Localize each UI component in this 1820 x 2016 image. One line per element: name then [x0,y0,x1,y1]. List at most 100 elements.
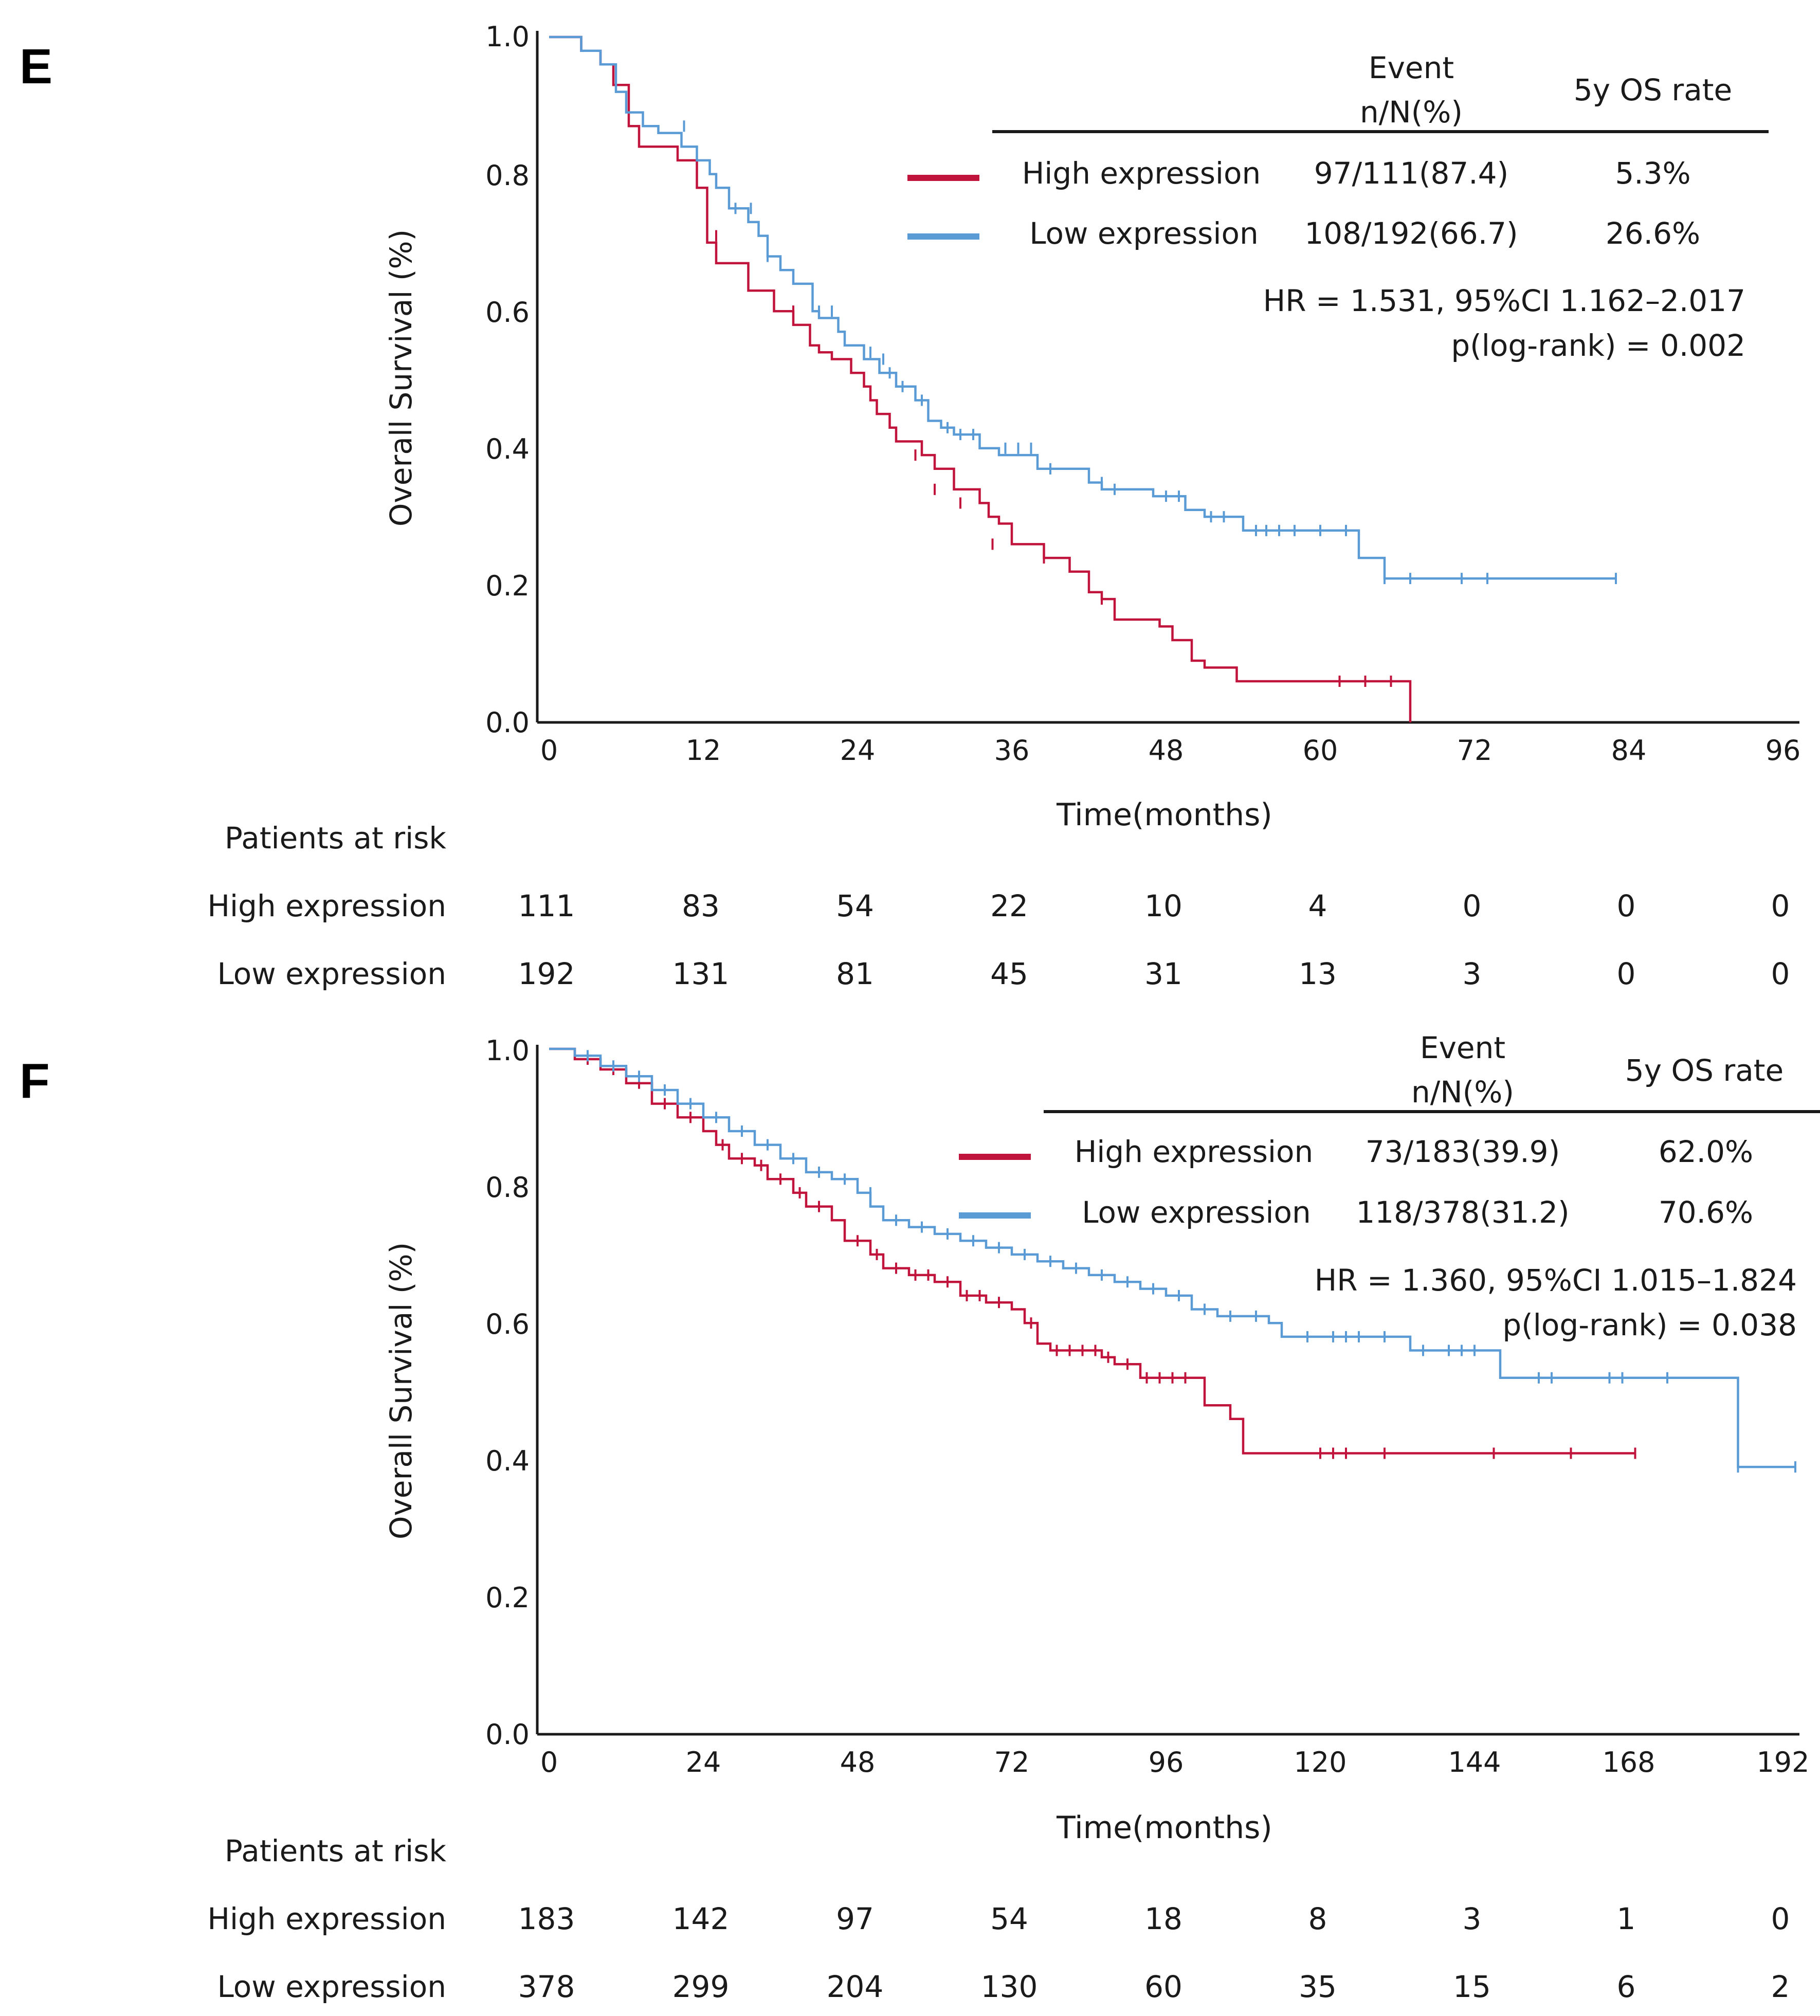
panel-e-ytick-label: 1.0 [485,21,530,53]
panel-e-xtick-label: 96 [1766,734,1801,767]
legend-low-label: Low expression [1082,1195,1311,1230]
panel-e-risk-table: Patients at risk High expression Low exp… [207,821,1790,991]
panel-f-xtick-label: 168 [1602,1746,1655,1778]
risk-table-title: Patients at risk [225,1833,447,1868]
risk-row-high-label: High expression [207,1901,446,1936]
risk-cell: 10 [1144,888,1182,923]
risk-cell: 81 [836,956,874,991]
panel-f-ytick-label: 0.0 [485,1718,530,1751]
panel-f-axes [536,1045,1799,1736]
panel-e: E 0.0 0.2 0.4 0.6 0.8 1.0 0 12 24 36 48 … [20,21,1800,991]
risk-cell: 8 [1308,1901,1327,1936]
risk-row-low-label: Low expression [217,956,446,991]
risk-cell: 0 [1617,956,1636,991]
panel-f-xtick-label: 48 [840,1746,876,1778]
panel-f-x-ticks: 0 24 48 72 96 120 144 168 192 [540,1746,1810,1778]
panel-e-xtick-label: 24 [840,734,876,767]
risk-cell: 378 [518,1969,575,2004]
panel-e-ytick-label: 0.4 [485,433,530,465]
panel-e-ytick-label: 0.0 [485,706,530,739]
risk-cell: 0 [1463,888,1482,923]
legend-high-event: 97/111(87.4) [1314,156,1508,191]
risk-cell: 0 [1617,888,1636,923]
panel-e-xtick-label: 60 [1303,734,1338,767]
legend-high-label: High expression [1075,1134,1314,1169]
panel-f-xtick-label: 144 [1448,1746,1501,1778]
risk-cell: 299 [672,1969,730,2004]
legend-high-os: 5.3% [1615,156,1690,191]
panel-f-ytick-label: 0.4 [485,1445,530,1477]
panel-e-ytick-label: 0.2 [485,570,530,602]
panel-e-hr-annotation: HR = 1.531, 95%CI 1.162–2.017 [1263,283,1745,318]
risk-cell: 111 [518,888,575,923]
legend-event-header: Event [1420,1030,1505,1065]
risk-cell: 18 [1144,1901,1182,1936]
risk-cell: 54 [836,888,874,923]
panel-f-xtick-label: 24 [686,1746,721,1778]
risk-cell: 60 [1144,1969,1182,2004]
panel-letter-f: F [20,1054,50,1109]
risk-cell: 131 [672,956,730,991]
panel-e-y-axis-title: Overall Survival (%) [384,229,418,526]
legend-high-os: 62.0% [1659,1134,1753,1169]
risk-cell: 1 [1617,1901,1636,1936]
legend-high-event: 73/183(39.9) [1366,1134,1560,1169]
panel-f-xtick-label: 96 [1149,1746,1184,1778]
panel-letter-e: E [20,39,52,94]
panel-f-ytick-label: 0.2 [485,1582,530,1614]
risk-cell: 0 [1771,888,1790,923]
panel-f-p-annotation: p(log-rank) = 0.038 [1502,1307,1797,1342]
risk-cell: 31 [1144,956,1182,991]
legend-low-os: 70.6% [1659,1195,1753,1230]
panel-e-p-annotation: p(log-rank) = 0.002 [1451,328,1745,363]
panel-e-ytick-label: 0.6 [485,296,530,329]
panel-e-xtick-label: 84 [1611,734,1647,767]
panel-e-xtick-label: 12 [686,734,721,767]
risk-cell: 15 [1453,1969,1491,2004]
panel-f-xtick-label: 72 [994,1746,1030,1778]
panel-f-ytick-label: 0.6 [485,1308,530,1340]
panel-e-axes [536,31,1799,724]
risk-cell: 97 [836,1901,874,1936]
panel-f-ytick-label: 1.0 [485,1034,530,1067]
risk-cell: 35 [1299,1969,1337,2004]
legend-low-event: 118/378(31.2) [1356,1195,1569,1230]
panel-e-curves [549,35,1617,722]
panel-f-hr-annotation: HR = 1.360, 95%CI 1.015–1.824 [1315,1263,1797,1298]
risk-cell: 4 [1308,888,1327,923]
panel-e-x-axis-title: Time(months) [1056,797,1272,833]
panel-e-xtick-label: 0 [540,734,558,767]
panel-f-x-axis-title: Time(months) [1056,1810,1272,1846]
panel-f-curves [549,1047,1796,1473]
risk-row-low-label: Low expression [217,1969,446,2004]
legend-low-event: 108/192(66.7) [1304,216,1518,251]
panel-e-legend: Event n/N(%) 5y OS rate High expression … [907,50,1769,363]
risk-cell: 22 [990,888,1028,923]
legend-low-label: Low expression [1029,216,1259,251]
risk-cell: 0 [1771,956,1790,991]
panel-f-legend: Event n/N(%) 5y OS rate High expression … [959,1030,1820,1342]
risk-row-high-label: High expression [207,888,446,923]
panel-f-y-axis-title: Overall Survival (%) [384,1242,418,1539]
panel-e-high-curve [549,35,1412,722]
risk-cell: 13 [1299,956,1337,991]
legend-high-label: High expression [1022,156,1261,191]
risk-cell: 142 [672,1901,730,1936]
risk-cell: 54 [990,1901,1028,1936]
risk-cell: 192 [518,956,575,991]
panel-e-y-ticks: 0.0 0.2 0.4 0.6 0.8 1.0 [485,21,530,739]
risk-table-title: Patients at risk [225,821,447,856]
panel-e-x-ticks: 0 12 24 36 48 60 72 84 96 [540,734,1801,767]
panel-f-high-curve [549,1047,1635,1455]
panel-f-ytick-label: 0.8 [485,1171,530,1204]
panel-f-xtick-label: 192 [1756,1746,1809,1778]
risk-cell: 2 [1771,1969,1790,2004]
risk-cell: 204 [827,1969,884,2004]
risk-cell: 6 [1617,1969,1636,2004]
legend-os-header: 5y OS rate [1625,1053,1783,1088]
panel-f: F 0.0 0.2 0.4 0.6 0.8 1.0 0 24 48 72 96 … [20,1030,1820,2004]
panel-f-xtick-label: 0 [540,1746,558,1778]
panel-f-y-ticks: 0.0 0.2 0.4 0.6 0.8 1.0 [485,1034,530,1751]
panel-e-low-curve [549,35,1616,580]
